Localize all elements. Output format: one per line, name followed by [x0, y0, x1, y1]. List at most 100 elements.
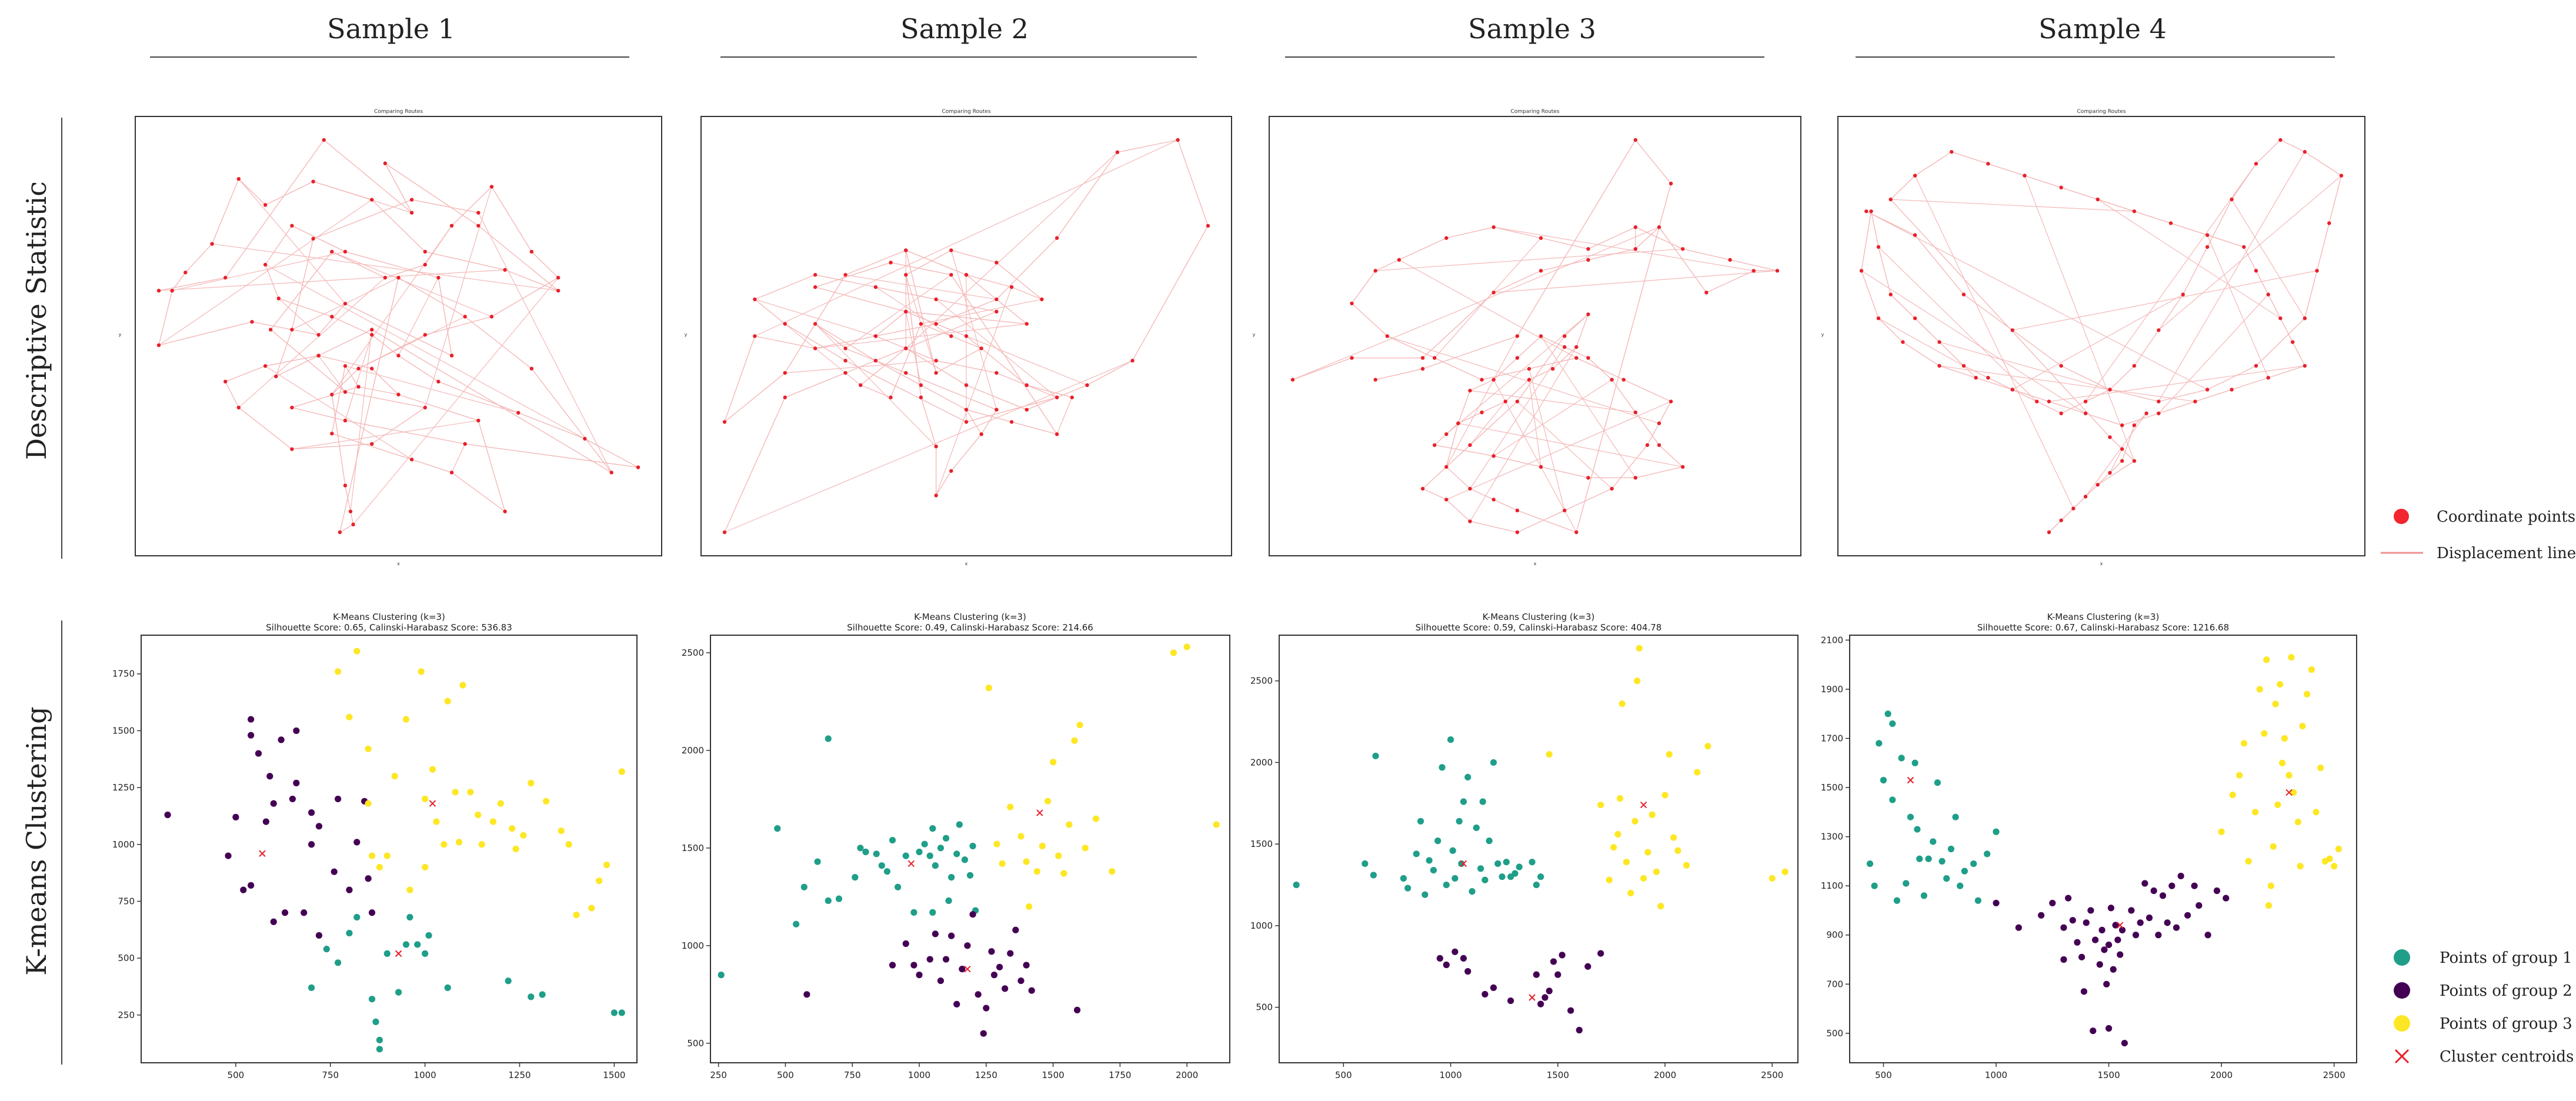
displacement-line: [1087, 360, 1133, 386]
x-tick-label: 750: [844, 1070, 861, 1080]
coordinate-point: [904, 273, 908, 277]
coordinate-point: [783, 322, 787, 326]
point-g1: [1934, 779, 1941, 786]
coordinate-point: [1527, 366, 1531, 371]
coordinate-point: [449, 353, 454, 358]
point-g3: [1170, 649, 1177, 656]
point-g2: [315, 932, 323, 939]
point-g1: [444, 984, 451, 991]
legend-dot-icon: [2394, 509, 2409, 524]
point-g2: [278, 736, 285, 743]
point-g2: [1597, 950, 1604, 957]
coordinate-point: [904, 371, 908, 375]
kmeans-chart-1: K-Means Clustering (k=3)Silhouette Score…: [112, 612, 638, 1080]
coordinate-point: [1503, 399, 1507, 403]
displacement-line: [1056, 152, 1118, 239]
displacement-line: [785, 323, 846, 361]
displacement-line: [158, 321, 252, 346]
coordinate-point: [290, 328, 294, 332]
displacement-line: [2304, 271, 2318, 319]
displacement-line: [1914, 235, 1964, 295]
point-g2: [937, 977, 945, 985]
point-g1: [873, 850, 880, 858]
coordinate-point: [2303, 363, 2307, 368]
point-g1: [368, 996, 376, 1003]
coordinate-point: [409, 458, 414, 462]
point-g3: [1546, 750, 1553, 758]
coordinate-point: [964, 273, 969, 277]
route-plot-frame: [1269, 116, 1801, 556]
displacement-line: [1588, 248, 1636, 261]
coordinate-point: [1563, 508, 1567, 513]
coordinate-point: [476, 418, 481, 423]
coordinate-point: [904, 248, 908, 252]
point-g3: [467, 789, 474, 796]
point-g1: [1943, 875, 1950, 882]
x-tick-label: 1000: [414, 1070, 436, 1080]
displacement-line: [339, 524, 353, 533]
displacement-line: [2012, 329, 2062, 366]
legend-g2-icon: [2394, 982, 2410, 999]
coordinate-point: [2035, 399, 2039, 403]
point-g3: [2285, 772, 2293, 779]
point-g1: [1537, 873, 1544, 880]
coordinate-point: [919, 322, 923, 326]
point-g3: [2278, 759, 2286, 766]
coordinate-point: [2254, 269, 2258, 273]
route-y-label: y: [1821, 332, 1824, 338]
point-g2: [2164, 919, 2171, 926]
point-g1: [1957, 882, 1964, 889]
displacement-line: [890, 262, 952, 275]
kmeans-subtitle: Silhouette Score: 0.65, Calinski-Harabas…: [266, 622, 512, 633]
coordinate-point: [2230, 388, 2234, 392]
displacement-line: [1351, 270, 1376, 304]
point-g3: [1653, 868, 1660, 875]
displacement-line: [1470, 390, 1636, 413]
point-g3: [1634, 678, 1641, 685]
displacement-line: [585, 438, 639, 468]
point-g3: [542, 798, 550, 805]
coordinate-point: [250, 320, 254, 324]
displacement-line: [371, 329, 612, 473]
coordinate-point: [156, 288, 161, 293]
point-g2: [1460, 955, 1467, 962]
x-tick-label: 500: [777, 1070, 794, 1080]
coordinate-point: [1901, 340, 1905, 344]
kmeans-title: K-Means Clustering (k=3): [333, 612, 445, 622]
point-g1: [610, 1009, 618, 1016]
point-g3: [573, 912, 580, 919]
displacement-line: [425, 186, 492, 408]
displacement-line: [2085, 413, 2123, 426]
point-g1: [800, 883, 807, 890]
coordinate-point: [1420, 486, 1425, 491]
point-g1: [1430, 866, 1437, 874]
displacement-line: [1988, 163, 2244, 248]
displacement-line: [350, 329, 372, 512]
displacement-line: [491, 186, 532, 252]
displacement-line: [1976, 377, 2013, 391]
point-g1: [1451, 875, 1459, 882]
displacement-line: [158, 277, 226, 291]
displacement-line: [331, 225, 452, 395]
coordinate-point: [1657, 443, 1661, 447]
point-g3: [2229, 791, 2236, 799]
point-g2: [2132, 932, 2140, 939]
y-tick-label: 900: [1826, 930, 1843, 940]
coordinate-point: [1633, 225, 1638, 229]
displacement-line: [1890, 294, 1977, 378]
point-g2: [2078, 953, 2086, 960]
point-g2: [293, 779, 300, 786]
point-g2: [975, 991, 982, 998]
displacement-line: [2085, 389, 2110, 402]
point-g1: [793, 920, 800, 927]
displacement-line: [815, 323, 876, 361]
displacement-line: [2158, 151, 2305, 402]
point-g2: [2137, 919, 2144, 926]
x-tick-label: 2000: [1654, 1070, 1676, 1080]
y-tick-label: 2500: [1250, 676, 1273, 686]
displacement-line: [1493, 270, 1778, 293]
displacement-line: [815, 323, 1027, 349]
point-g3: [2308, 666, 2315, 673]
displacement-line: [1446, 466, 1470, 489]
point-g1: [1426, 857, 1433, 864]
